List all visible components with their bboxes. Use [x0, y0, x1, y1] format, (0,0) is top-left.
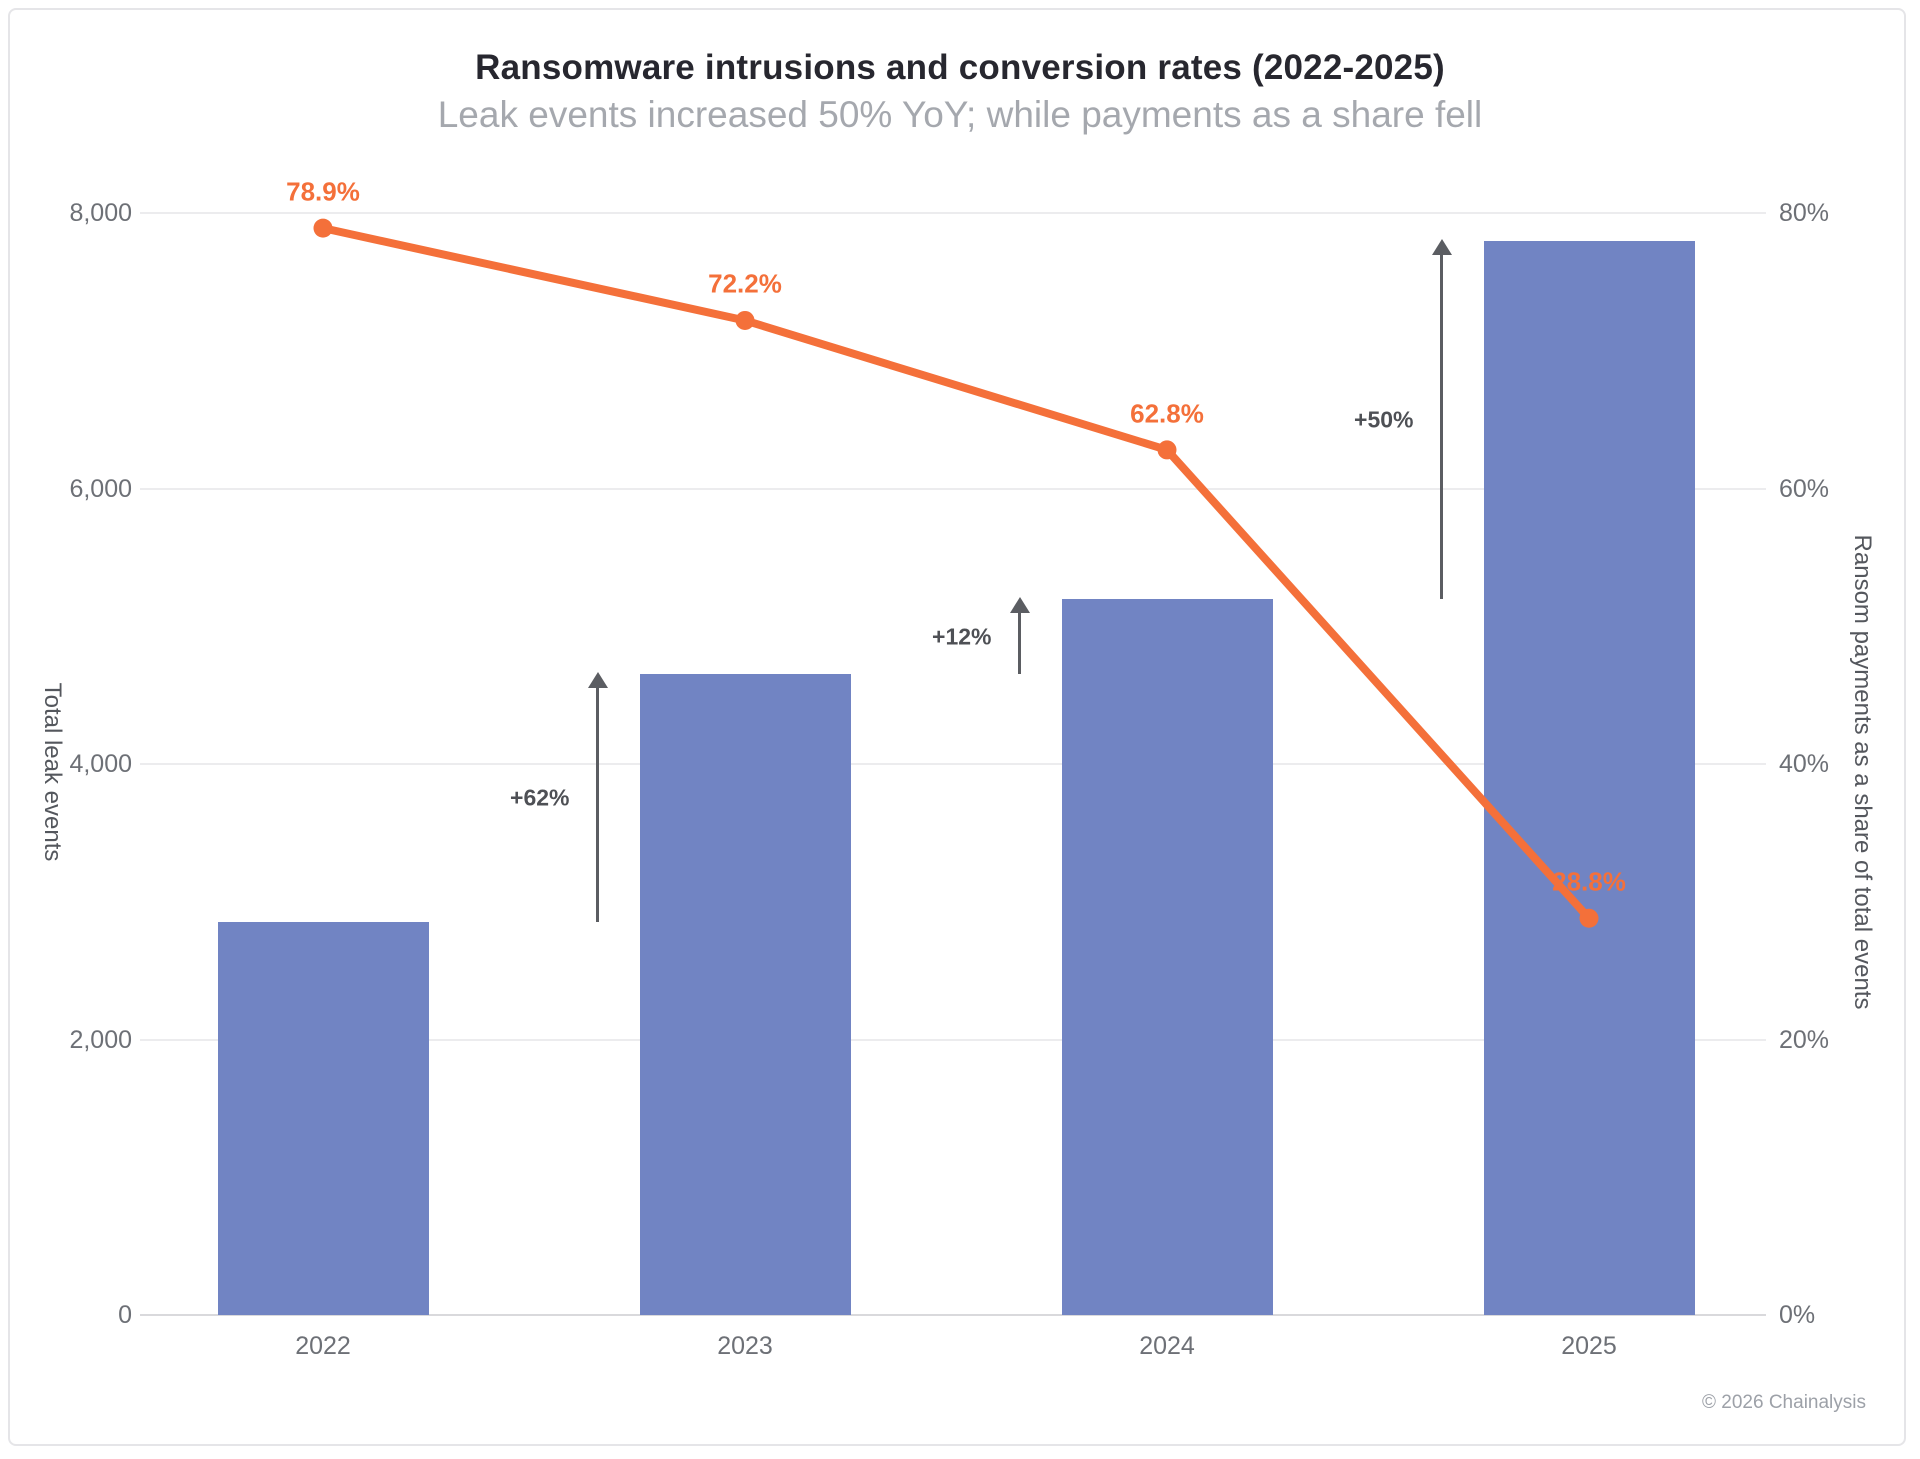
left-axis-title: Total leak events	[39, 682, 66, 862]
growth-arrow-line	[1440, 252, 1443, 599]
line-point-label-2023: 72.2%	[708, 268, 782, 299]
chart-subtitle: Leak events increased 50% YoY; while pay…	[437, 94, 1483, 135]
left-axis-tick: 0	[118, 1301, 132, 1329]
bar-2024	[1061, 598, 1273, 1315]
growth-arrow-line	[596, 686, 599, 923]
card-border	[8, 8, 1906, 1446]
left-axis-tick: 2,000	[69, 1025, 132, 1054]
x-axis-baseline	[140, 1314, 1766, 1316]
line-point-label-2024: 62.8%	[1130, 398, 1204, 429]
right-axis-tick: 0%	[1779, 1301, 1816, 1329]
annotation-label: +62%	[510, 784, 570, 811]
bar-2022	[217, 922, 429, 1315]
x-axis-label-2022: 2022	[295, 1332, 351, 1360]
gridline	[140, 212, 1766, 214]
x-axis-label-2025: 2025	[1561, 1332, 1617, 1360]
right-axis-title: Ransom payments as a share of total even…	[1849, 534, 1876, 1010]
annotation-label: +50%	[1354, 406, 1414, 433]
annotation-label: +12%	[932, 623, 992, 650]
right-axis-tick: 60%	[1779, 474, 1830, 503]
copyright: © 2026 Chainalysis	[1702, 1392, 1866, 1413]
chart-title: Ransomware intrusions and conversion rat…	[475, 48, 1445, 87]
line-point-label-2025: 28.8%	[1552, 866, 1626, 897]
bar-2025	[1483, 240, 1695, 1315]
bar-2023	[639, 674, 851, 1315]
x-axis-label-2023: 2023	[717, 1332, 773, 1360]
left-axis-tick: 8,000	[69, 199, 132, 227]
line-point-label-2022: 78.9%	[286, 176, 360, 207]
right-axis-tick: 40%	[1779, 750, 1830, 778]
right-axis-tick: 20%	[1779, 1025, 1830, 1054]
left-axis-tick: 6,000	[69, 474, 132, 503]
gridline	[140, 1038, 1766, 1041]
right-axis-tick: 80%	[1779, 199, 1830, 227]
x-axis-label-2024: 2024	[1139, 1332, 1195, 1360]
left-axis-tick: 4,000	[69, 750, 132, 778]
growth-arrow-line	[1018, 610, 1021, 675]
